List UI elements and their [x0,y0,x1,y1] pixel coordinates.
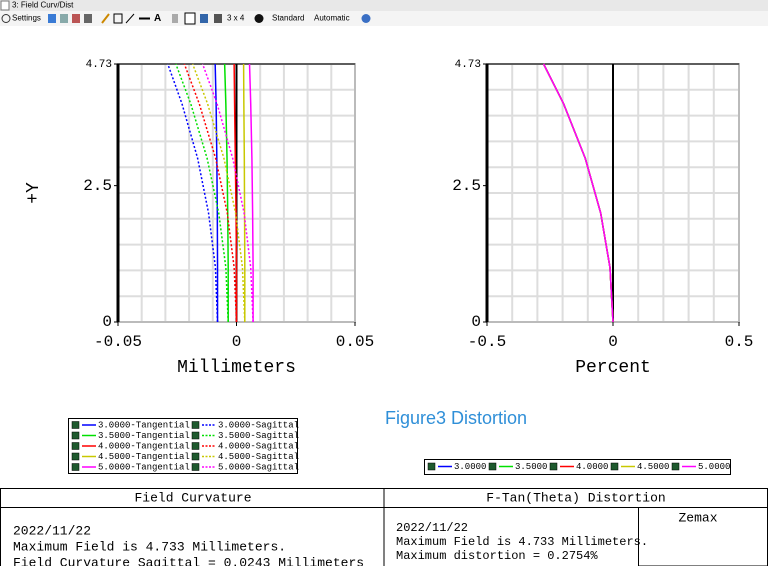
legend-checkbox [191,463,200,471]
legend-label: 4.5000 [637,462,669,472]
panel-title: F-Tan(Theta) Distortion [486,490,665,505]
series-line [542,63,614,323]
settings-button[interactable]: Settings [12,14,41,23]
legend-checkbox [71,431,80,440]
window-icon [0,0,10,11]
legend-checkbox [71,421,80,429]
y-tick-label: 4.73 [455,59,481,71]
x-tick-label: 0.5 [725,333,754,351]
series-line [248,63,254,322]
caption: Figure3 Distortion [385,408,527,428]
x-tick-label: 0 [608,333,618,351]
y-tick-label: 0 [102,313,112,331]
y-tick-label: 4.73 [86,59,112,71]
series-line [167,63,219,323]
series-line [191,63,246,323]
legend-checkbox [549,462,558,471]
legend-label: 3.0000-Tangential [98,420,190,430]
settings-icon[interactable] [1,14,11,23]
y-tick-label: 0 [471,313,481,331]
x-axis-label: Percent [575,358,651,378]
bottom-panels [0,488,768,566]
lock-icon[interactable] [172,14,178,23]
print-icon[interactable] [84,14,92,23]
legend-checkbox [191,442,200,450]
legend-label: 4.0000-Sagittal [218,441,299,451]
window-title: 3: Field Curv/Dist [12,1,74,10]
legend-label: 3.5000-Tangential [98,431,190,441]
panel-text: Maximum Field is 4.733 Millimeters. [13,539,286,554]
series-line [183,63,238,323]
x-tick-label: -0.5 [468,333,506,351]
legend-label: 5.0000-Sagittal [218,462,299,472]
legend-checkbox [671,462,680,471]
layout-button[interactable]: 3 x 4 [227,14,245,23]
legend-checkbox [610,462,619,471]
rect-icon[interactable] [113,13,123,24]
panel-brand: Zemax [678,510,717,525]
legend-checkbox [71,442,80,450]
legend-label: 3.0000 [454,462,486,472]
legend-checkbox [71,452,80,461]
x-tick-label: -0.05 [94,333,142,351]
fit-icon[interactable] [184,12,196,25]
text-icon[interactable]: A [154,13,161,24]
legend-label: 4.0000 [576,462,608,472]
series-line [175,63,229,323]
x-tick-label: 0 [232,333,242,351]
clock-icon[interactable] [254,14,264,23]
copy-icon[interactable] [60,14,68,23]
refresh-icon[interactable] [48,14,56,23]
series-line [201,63,254,323]
legend-label: 3.5000-Sagittal [218,431,299,441]
legend-checkbox [488,462,497,471]
series-line [242,63,246,322]
series-line [223,63,229,322]
title-bar [0,0,768,11]
legend-label: 4.0000-Tangential [98,441,190,451]
panel-text: Maximum Field is 4.733 Millimeters. [396,535,648,549]
pencil-icon[interactable] [101,13,110,24]
x-tick-label: 0.05 [336,333,374,351]
y-tick-label: 2.5 [452,177,481,195]
panel-text: Field Curvature Sagittal = 0.0243 Millim… [13,555,364,566]
legend-label: 4.5000-Sagittal [218,452,299,462]
panel-text: 2022/11/22 [13,523,91,538]
legend-label: 3.0000-Sagittal [218,420,299,430]
series-line [233,63,238,322]
legend-label: 5.0000-Tangential [98,462,190,472]
legend-label: 3.5000 [515,462,547,472]
legend-label: 4.5000-Tangential [98,452,190,462]
panel-text: 2022/11/22 [396,521,468,535]
legend-checkbox [71,463,80,471]
panel-text: Maximum distortion = 0.2754% [396,549,598,563]
legend-checkbox [191,431,200,440]
toolbar-icons: A [48,12,371,25]
scale-dropdown[interactable]: Automatic [314,14,350,23]
panel-title: Field Curvature [134,490,251,505]
y-tick-label: 2.5 [83,177,112,195]
legend-checkbox [191,421,200,429]
legend-label: 5.0000 [698,462,730,472]
window-icon-2[interactable] [200,14,208,23]
legend-box [424,459,731,475]
arrow-icon[interactable] [125,13,135,24]
help-icon[interactable] [361,14,371,23]
toolbar [0,11,768,26]
legend-box [68,418,298,474]
style-dropdown[interactable]: Standard [272,14,304,23]
series-line [214,63,219,322]
y-axis-label: +Y [24,182,44,204]
save-icon[interactable] [72,14,80,23]
x-axis-label: Millimeters [177,358,296,378]
legend-checkbox [191,452,200,461]
legend-checkbox [427,462,436,471]
layers-icon[interactable] [214,14,222,23]
